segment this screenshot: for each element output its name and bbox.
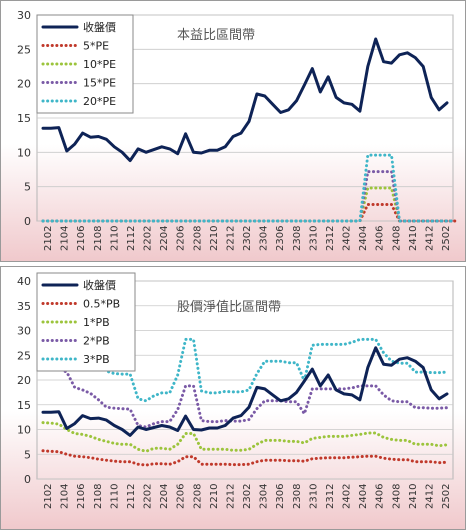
legend-entry: 3*PB [83, 353, 110, 366]
x-tick-label: 2310 [308, 484, 319, 509]
series-line-3 [41, 364, 449, 429]
x-tick-label: 2102 [43, 484, 54, 509]
x-tick-label: 2412 [424, 226, 435, 251]
series-line-2 [41, 186, 457, 223]
chart-title: 股價淨值比區間帶 [177, 299, 281, 315]
series-line-0 [41, 346, 449, 437]
legend-entry: 5*PE [83, 40, 109, 53]
y-tick-label: 10 [17, 424, 31, 437]
x-tick-label: 2310 [308, 226, 319, 251]
x-tick-label: 2210 [209, 226, 220, 251]
x-tick-label: 2206 [176, 484, 187, 509]
y-tick-label: 5 [24, 448, 31, 461]
legend-box [36, 14, 134, 114]
series-line-1 [41, 203, 457, 223]
x-tick-label: 2308 [292, 226, 303, 251]
x-tick-label: 2108 [93, 226, 104, 251]
x-tick-label: 2306 [275, 226, 286, 251]
x-tick-label: 2408 [391, 484, 402, 509]
x-tick-label: 2112 [126, 226, 137, 251]
x-tick-label: 2102 [43, 226, 54, 251]
y-tick-label: 20 [17, 374, 31, 387]
x-tick-label: 2110 [109, 226, 120, 251]
x-tick-label: 2412 [424, 484, 435, 509]
y-tick-label: 0 [24, 473, 31, 486]
x-tick-label: 2312 [325, 484, 336, 509]
pb-band-chart: 0 5 10 15 20 25 30 35 40 2102 2104 2106 2108 2110 2112… [17, 272, 454, 509]
legend-entry: 15*PE [83, 77, 116, 90]
x-tick-label: 2202 [143, 226, 154, 251]
y-tick-label: 0 [24, 215, 31, 228]
x-tick-label: 2404 [358, 226, 369, 251]
x-tick-label: 2106 [76, 226, 87, 251]
x-tick-label: 2104 [60, 226, 71, 251]
y-tick-label: 15 [17, 399, 31, 412]
x-tick-label: 2404 [358, 484, 369, 509]
series-line-0 [41, 37, 449, 163]
x-tick-label: 2312 [325, 226, 336, 251]
x-tick-label: 2304 [259, 226, 270, 251]
x-tick-label: 2106 [76, 484, 87, 509]
x-tick-label: 2210 [209, 484, 220, 509]
series-line-4 [41, 153, 457, 223]
x-tick-label: 2408 [391, 226, 402, 251]
legend-entry: 1*PB [83, 316, 110, 329]
x-tick-label: 2306 [275, 484, 286, 509]
y-tick-label: 15 [17, 112, 31, 125]
x-tick-label: 2204 [159, 226, 170, 251]
y-tick-label: 10 [17, 146, 31, 159]
x-tick-label: 2206 [176, 226, 187, 251]
x-tick-label: 2402 [342, 484, 353, 509]
legend-entry: 10*PE [83, 58, 116, 71]
x-tick-label: 2406 [375, 484, 386, 509]
legend-entry: 0.5*PB [83, 298, 120, 311]
x-tick-label: 2502 [441, 226, 452, 251]
series-line-2 [41, 421, 449, 453]
pe-band-chart-panel: 0 5 10 15 20 25 30 2102 2104 2106 2108 2110 2112 2202… [0, 0, 466, 262]
x-tick-label: 2208 [192, 226, 203, 251]
x-tick-label: 2204 [159, 484, 170, 509]
legend-entry: 收盤價 [83, 278, 116, 292]
x-tick-label: 2402 [342, 226, 353, 251]
legend-entry: 收盤價 [83, 20, 116, 34]
x-tick-label: 2110 [109, 484, 120, 509]
x-tick-label: 2302 [242, 484, 253, 509]
x-tick-label: 2108 [93, 484, 104, 509]
y-tick-label: 20 [17, 78, 31, 91]
y-tick-label: 30 [17, 9, 31, 22]
x-tick-label: 2302 [242, 226, 253, 251]
x-tick-label: 2410 [408, 484, 419, 509]
x-tick-label: 2304 [259, 484, 270, 509]
x-tick-label: 2212 [225, 226, 236, 251]
y-tick-label: 25 [17, 349, 31, 362]
x-tick-label: 2208 [192, 484, 203, 509]
series-line-1 [41, 449, 449, 467]
x-tick-label: 2308 [292, 484, 303, 509]
legend-entry: 2*PB [83, 335, 110, 348]
y-tick-label: 5 [24, 181, 31, 194]
y-tick-label: 25 [17, 43, 31, 56]
chart-title: 本益比區間帶 [177, 28, 255, 43]
x-tick-label: 2104 [60, 484, 71, 509]
y-tick-label: 35 [17, 300, 31, 313]
x-tick-label: 2112 [126, 484, 137, 509]
x-tick-label: 2410 [408, 226, 419, 251]
pb-band-chart-panel: 0 5 10 15 20 25 30 35 40 2102 2104 2106 2108 2110 2112… [0, 266, 466, 530]
x-tick-label: 2212 [225, 484, 236, 509]
x-tick-label: 2406 [375, 226, 386, 251]
y-tick-label: 30 [17, 325, 31, 338]
y-tick-label: 40 [17, 275, 31, 288]
x-tick-label: 2502 [441, 484, 452, 509]
legend-entry: 20*PE [83, 95, 116, 108]
pe-band-chart: 0 5 10 15 20 25 30 2102 2104 2106 2108 2110 2112 2202… [17, 9, 457, 251]
x-tick-label: 2202 [143, 484, 154, 509]
